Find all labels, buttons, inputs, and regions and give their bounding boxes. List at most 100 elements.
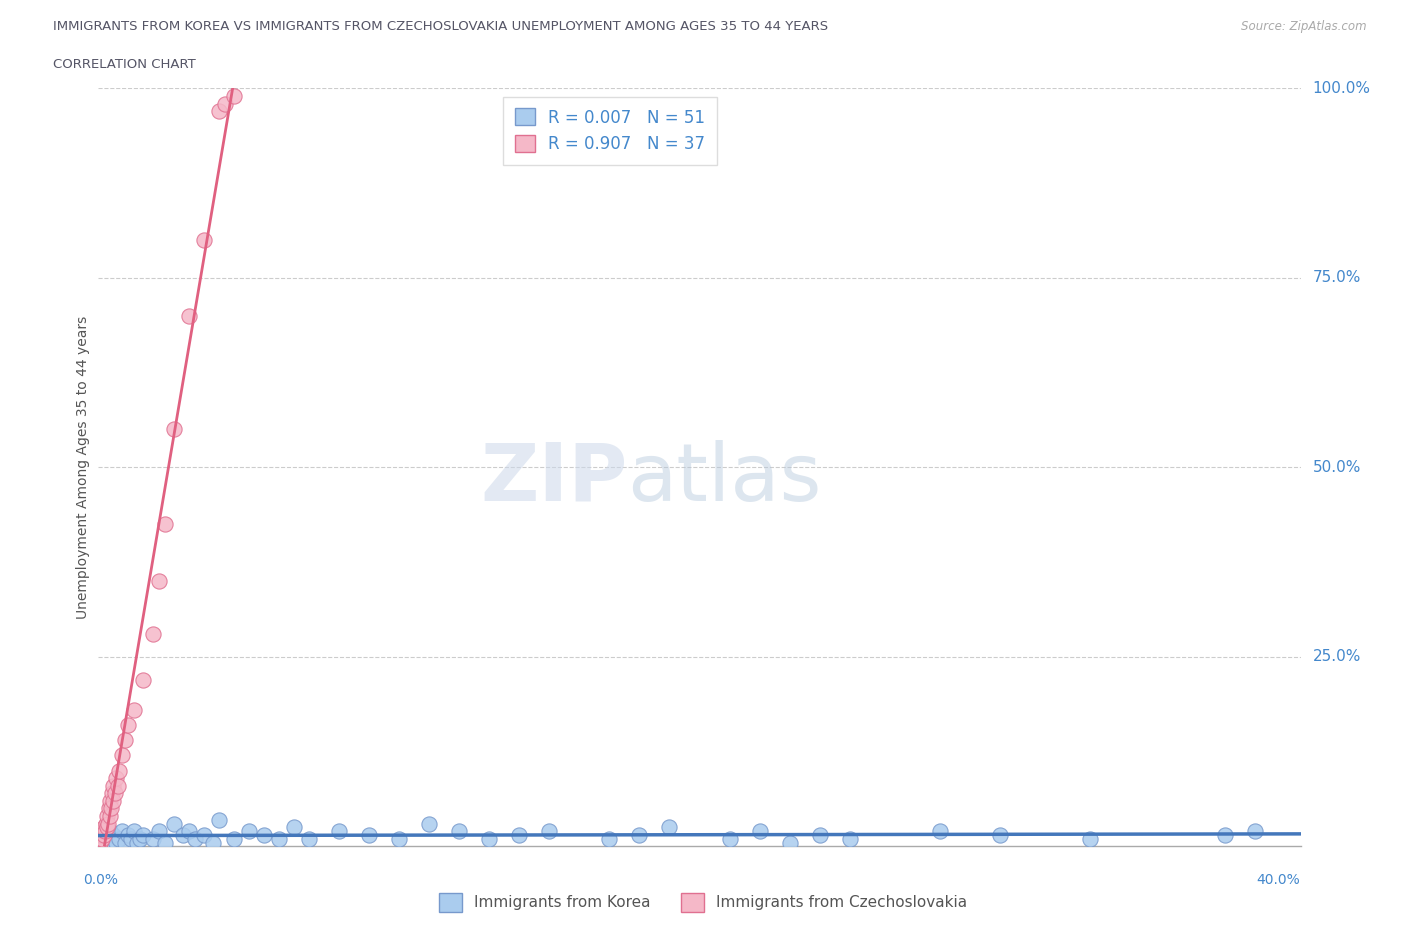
Point	[90, 831, 112, 846]
Point	[114, 835, 136, 850]
Point	[253, 828, 276, 843]
Text: 40.0%: 40.0%	[1257, 873, 1301, 887]
Point	[117, 828, 139, 843]
Point	[153, 517, 176, 532]
Point	[193, 232, 215, 247]
Point	[1078, 831, 1101, 846]
Point	[124, 702, 146, 717]
Point	[114, 733, 136, 748]
Point	[177, 824, 200, 839]
Point	[153, 835, 176, 850]
Point	[418, 817, 440, 831]
Point	[104, 786, 127, 801]
Point	[108, 831, 131, 846]
Point	[98, 808, 121, 823]
Point	[121, 831, 143, 846]
Text: 50.0%: 50.0%	[1313, 459, 1361, 475]
Legend: Immigrants from Korea, Immigrants from Czechoslovakia: Immigrants from Korea, Immigrants from C…	[433, 887, 973, 918]
Legend: R = 0.007   N = 51, R = 0.907   N = 37: R = 0.007 N = 51, R = 0.907 N = 37	[503, 97, 717, 165]
Point	[357, 828, 380, 843]
Point	[132, 828, 155, 843]
Point	[89, 835, 111, 850]
Text: IMMIGRANTS FROM KOREA VS IMMIGRANTS FROM CZECHOSLOVAKIA UNEMPLOYMENT AMONG AGES : IMMIGRANTS FROM KOREA VS IMMIGRANTS FROM…	[53, 20, 828, 33]
Point	[101, 786, 124, 801]
Point	[283, 820, 305, 835]
Point	[193, 828, 215, 843]
Point	[117, 718, 139, 733]
Point	[328, 824, 350, 839]
Point	[148, 574, 170, 589]
Point	[141, 627, 163, 642]
Point	[141, 831, 163, 846]
Point	[598, 831, 620, 846]
Point	[124, 824, 146, 839]
Point	[91, 831, 114, 846]
Point	[93, 820, 115, 835]
Point	[162, 422, 184, 437]
Point	[208, 812, 231, 827]
Point	[222, 831, 245, 846]
Point	[127, 835, 149, 850]
Point	[172, 828, 194, 843]
Point	[96, 820, 118, 835]
Point	[748, 824, 770, 839]
Point	[103, 828, 125, 843]
Point	[93, 831, 115, 846]
Point	[988, 828, 1011, 843]
Point	[929, 824, 952, 839]
Point	[93, 828, 115, 843]
Point	[148, 824, 170, 839]
Point	[1215, 828, 1237, 843]
Point	[214, 96, 236, 111]
Point	[388, 831, 411, 846]
Point	[718, 831, 741, 846]
Point	[779, 835, 801, 850]
Text: 75.0%: 75.0%	[1313, 271, 1361, 286]
Point	[91, 824, 114, 839]
Point	[129, 831, 152, 846]
Point	[100, 793, 122, 808]
Point	[238, 824, 260, 839]
Point	[96, 835, 118, 850]
Point	[100, 824, 122, 839]
Point	[162, 817, 184, 831]
Point	[508, 828, 530, 843]
Point	[447, 824, 470, 839]
Point	[1244, 824, 1267, 839]
Point	[478, 831, 501, 846]
Point	[658, 820, 681, 835]
Text: 0.0%: 0.0%	[83, 873, 118, 887]
Point	[808, 828, 831, 843]
Point	[94, 824, 117, 839]
Point	[267, 831, 290, 846]
Point	[838, 831, 860, 846]
Point	[105, 771, 128, 786]
Point	[183, 831, 205, 846]
Text: atlas: atlas	[627, 440, 821, 518]
Y-axis label: Unemployment Among Ages 35 to 44 years: Unemployment Among Ages 35 to 44 years	[76, 315, 90, 619]
Point	[132, 672, 155, 687]
Text: 25.0%: 25.0%	[1313, 649, 1361, 664]
Point	[101, 793, 124, 808]
Text: CORRELATION CHART: CORRELATION CHART	[53, 58, 197, 71]
Point	[96, 808, 118, 823]
Text: 100.0%: 100.0%	[1313, 81, 1371, 96]
Point	[97, 801, 120, 816]
Text: ZIP: ZIP	[479, 440, 627, 518]
Point	[97, 817, 120, 831]
Point	[100, 801, 122, 816]
Point	[222, 88, 245, 103]
Point	[298, 831, 321, 846]
Point	[90, 828, 112, 843]
Point	[111, 824, 134, 839]
Point	[177, 309, 200, 324]
Text: Source: ZipAtlas.com: Source: ZipAtlas.com	[1241, 20, 1367, 33]
Point	[107, 778, 129, 793]
Point	[105, 835, 128, 850]
Point	[201, 835, 224, 850]
Point	[538, 824, 561, 839]
Point	[108, 763, 131, 777]
Point	[628, 828, 651, 843]
Point	[94, 817, 117, 831]
Point	[208, 103, 231, 118]
